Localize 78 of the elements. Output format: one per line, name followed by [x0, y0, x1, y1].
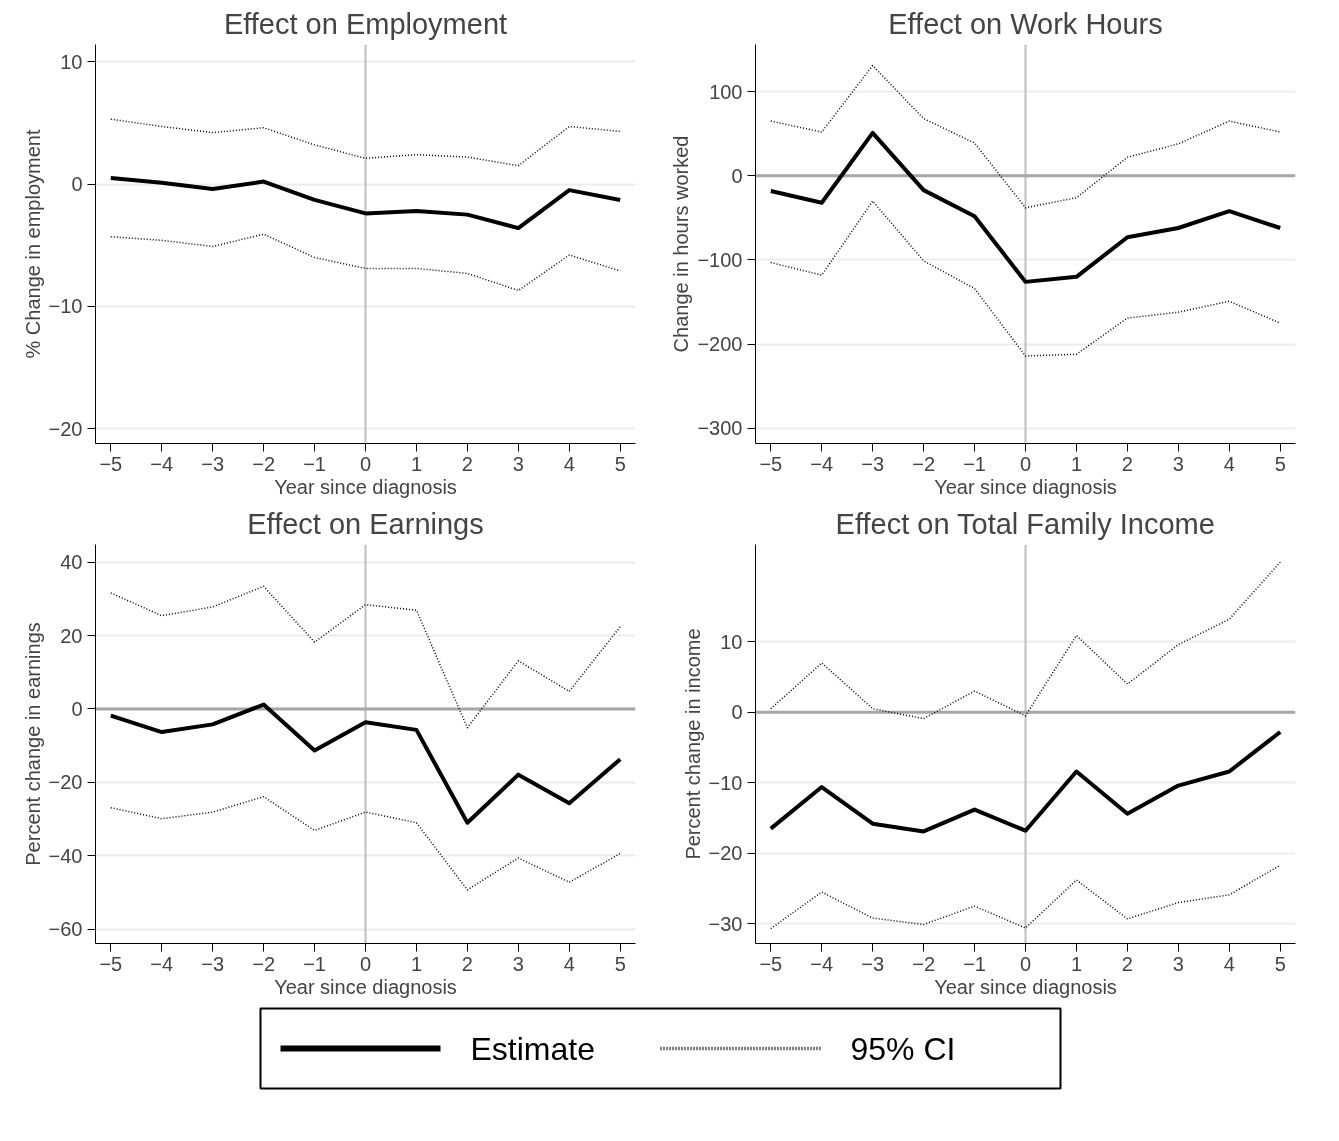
y-tick-label: 0	[731, 164, 743, 187]
y-tick-label: −10	[708, 771, 743, 794]
x-tick-label: −1	[963, 952, 986, 975]
x-tick-label: −3	[861, 452, 885, 475]
chart-title: Effect on Work Hours	[888, 7, 1163, 40]
y-tick-label: −60	[48, 918, 83, 941]
x-tick-label: 2	[1121, 452, 1133, 475]
chart-title: Effect on Employment	[223, 7, 508, 40]
chart-title: Effect on Total Family Income	[835, 507, 1215, 540]
x-tick-label: −3	[201, 452, 225, 475]
x-tick-label: −2	[252, 452, 276, 475]
x-tick-label: −2	[912, 452, 936, 475]
x-tick-label: 0	[359, 452, 372, 475]
x-tick-label: 5	[1274, 952, 1286, 975]
y-tick-label: −20	[48, 771, 83, 794]
y-tick-label: −40	[48, 844, 83, 867]
x-tick-label: −4	[810, 952, 834, 975]
x-tick-label: 1	[410, 952, 423, 975]
y-tick-label: −200	[697, 333, 743, 356]
y-tick-label: −20	[48, 417, 83, 440]
x-tick-label: 2	[461, 952, 473, 975]
y-tick-label: −20	[708, 842, 743, 865]
x-tick-label: 1	[410, 452, 423, 475]
y-axis-title: Percent change in income	[681, 628, 704, 860]
x-tick-label: 3	[1172, 952, 1184, 975]
x-tick-label: 3	[512, 452, 524, 475]
x-axis-title: Year since diagnosis	[274, 975, 457, 998]
x-axis-title: Year since diagnosis	[274, 475, 457, 498]
x-axis-title: Year since diagnosis	[934, 475, 1117, 498]
x-tick-label: −5	[99, 952, 123, 975]
x-tick-label: 4	[563, 952, 575, 975]
y-tick-label: −300	[697, 417, 743, 440]
x-tick-label: 4	[563, 452, 575, 475]
legend-label: 95% CI	[850, 1030, 956, 1067]
y-tick-label: −30	[708, 912, 743, 935]
x-tick-label: 3	[1172, 452, 1184, 475]
x-tick-label: 4	[1223, 452, 1235, 475]
x-tick-label: −5	[99, 452, 123, 475]
y-tick-label: 40	[60, 551, 83, 574]
y-tick-label: 20	[60, 624, 83, 647]
y-tick-label: −100	[697, 248, 743, 271]
legend-label: Estimate	[470, 1030, 595, 1067]
y-tick-label: 0	[731, 701, 743, 724]
y-tick-label: 0	[71, 697, 83, 720]
x-tick-label: 2	[461, 452, 473, 475]
x-tick-label: −3	[861, 952, 885, 975]
x-tick-label: 0	[359, 952, 372, 975]
y-axis-title: Percent change in earnings	[21, 622, 44, 866]
x-tick-label: −1	[303, 452, 326, 475]
x-tick-label: −3	[201, 952, 225, 975]
x-tick-label: 1	[1070, 452, 1083, 475]
y-tick-label: 10	[60, 50, 83, 73]
x-tick-label: −5	[759, 452, 783, 475]
x-tick-label: 5	[614, 452, 626, 475]
x-tick-label: −4	[810, 452, 834, 475]
x-tick-label: −1	[303, 952, 326, 975]
x-tick-label: −2	[912, 952, 936, 975]
x-tick-label: 4	[1223, 952, 1235, 975]
x-axis-title: Year since diagnosis	[934, 975, 1117, 998]
x-tick-label: −5	[759, 952, 783, 975]
x-tick-label: 5	[614, 952, 626, 975]
x-tick-label: −2	[252, 952, 276, 975]
x-tick-label: 3	[512, 952, 524, 975]
x-tick-label: −1	[963, 452, 986, 475]
y-axis-title: % Change in employment	[21, 129, 44, 359]
x-tick-label: −4	[150, 452, 174, 475]
x-tick-label: 1	[1070, 952, 1083, 975]
chart-title: Effect on Earnings	[247, 507, 484, 540]
x-tick-label: −4	[150, 952, 174, 975]
x-tick-label: 0	[1019, 452, 1032, 475]
y-tick-label: 100	[709, 80, 743, 103]
y-tick-label: 10	[720, 630, 743, 653]
y-tick-label: 0	[71, 173, 83, 196]
x-tick-label: 2	[1121, 952, 1133, 975]
y-axis-title: Change in hours worked	[670, 135, 693, 353]
y-tick-label: −10	[48, 295, 83, 318]
x-tick-label: 5	[1274, 452, 1286, 475]
x-tick-label: 0	[1019, 952, 1032, 975]
